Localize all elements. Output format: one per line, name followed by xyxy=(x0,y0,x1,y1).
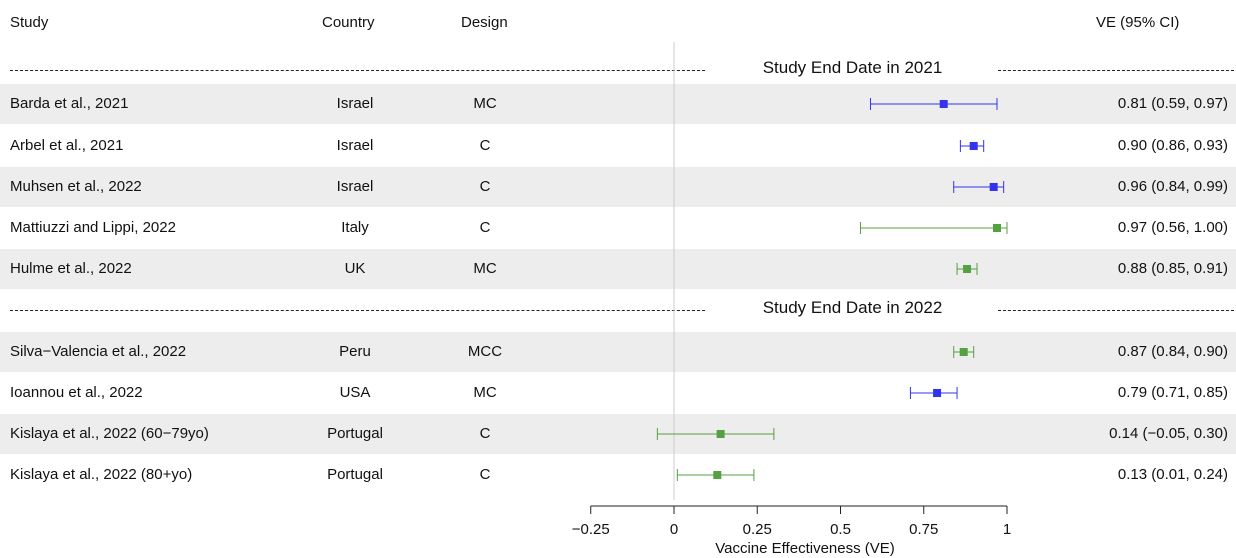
ve-ci-label: 0.87 (0.84, 0.90) xyxy=(1117,343,1228,360)
design: MCC xyxy=(467,343,503,360)
x-axis-title: Vaccine Effectiveness (VE) xyxy=(715,540,895,557)
row-shade xyxy=(0,332,1236,372)
row-shade xyxy=(0,167,1236,207)
ve-ci-label: 0.96 (0.84, 0.99) xyxy=(1117,178,1228,195)
header-ve: VE (95% CI) xyxy=(1096,14,1180,31)
group-divider-left xyxy=(10,70,705,71)
design: C xyxy=(479,466,491,483)
design: MC xyxy=(473,95,497,112)
design: MC xyxy=(473,260,497,277)
study-name: Muhsen et al., 2022 xyxy=(10,178,142,195)
design: C xyxy=(479,178,491,195)
ve-point xyxy=(969,142,978,150)
forest-row-marks xyxy=(859,222,1008,234)
forest-row-marks xyxy=(656,428,775,440)
ve-ci-label: 0.14 (−0.05, 0.30) xyxy=(1109,425,1228,442)
ve-point xyxy=(939,100,948,108)
forest-row-marks xyxy=(956,263,978,275)
country: Israel xyxy=(336,178,374,195)
ve-point xyxy=(716,430,725,438)
country: USA xyxy=(339,384,371,401)
country: Israel xyxy=(336,95,374,112)
forest-row-marks xyxy=(676,469,755,481)
design: C xyxy=(479,219,491,236)
ve-ci-label: 0.90 (0.86, 0.93) xyxy=(1117,137,1228,154)
study-name: Hulme et al., 2022 xyxy=(10,260,132,277)
forest-row-marks xyxy=(869,98,998,110)
row-shade xyxy=(0,414,1236,454)
ve-point xyxy=(713,471,722,479)
x-tick-label: 0.25 xyxy=(743,521,772,538)
design: MC xyxy=(473,384,497,401)
row-shade xyxy=(0,84,1236,124)
ve-ci-label: 0.13 (0.01, 0.24) xyxy=(1117,466,1228,483)
group-label: Study End Date in 2022 xyxy=(762,298,943,317)
ve-point xyxy=(959,348,968,356)
forest-row-marks xyxy=(909,387,958,399)
study-name: Ioannou et al., 2022 xyxy=(10,384,143,401)
x-tick-label: 1 xyxy=(1003,521,1011,538)
forest-row-marks xyxy=(953,181,1005,193)
ve-ci-label: 0.81 (0.59, 0.97) xyxy=(1117,95,1228,112)
country: Portugal xyxy=(327,466,383,483)
country: Portugal xyxy=(327,425,383,442)
forest-row-marks xyxy=(953,346,975,358)
ve-point xyxy=(993,224,1002,232)
ve-ci-label: 0.79 (0.71, 0.85) xyxy=(1117,384,1228,401)
ve-ci-label: 0.97 (0.56, 1.00) xyxy=(1117,219,1228,236)
group-divider-left xyxy=(10,310,705,311)
header-study: Study xyxy=(10,14,49,31)
country: Italy xyxy=(341,219,369,236)
row-shade xyxy=(0,249,1236,289)
header-country: Country xyxy=(322,14,375,31)
study-name: Barda et al., 2021 xyxy=(10,95,129,112)
ve-point xyxy=(963,265,972,273)
country: Peru xyxy=(339,343,371,360)
study-name: Arbel et al., 2021 xyxy=(10,137,124,154)
x-tick-label: −0.25 xyxy=(572,521,610,538)
country: Israel xyxy=(336,137,374,154)
x-tick-label: 0.75 xyxy=(909,521,938,538)
study-name: Silva−Valencia et al., 2022 xyxy=(10,343,187,360)
x-tick-label: 0.5 xyxy=(830,521,851,538)
x-tick-label: 0 xyxy=(670,521,678,538)
ve-point xyxy=(989,183,998,191)
study-name: Mattiuzzi and Lippi, 2022 xyxy=(10,219,176,236)
study-name: Kislaya et al., 2022 (80+yo) xyxy=(10,466,193,483)
ve-ci-label: 0.88 (0.85, 0.91) xyxy=(1117,260,1228,277)
study-name: Kislaya et al., 2022 (60−79yo) xyxy=(10,425,209,442)
country: UK xyxy=(344,260,366,277)
group-divider-right xyxy=(998,310,1234,311)
group-label: Study End Date in 2021 xyxy=(762,58,943,77)
design: C xyxy=(479,137,491,154)
design: C xyxy=(479,425,491,442)
group-divider-right xyxy=(998,70,1234,71)
forest-row-marks xyxy=(959,140,985,152)
ve-point xyxy=(933,389,942,397)
header-design: Design xyxy=(461,14,508,31)
